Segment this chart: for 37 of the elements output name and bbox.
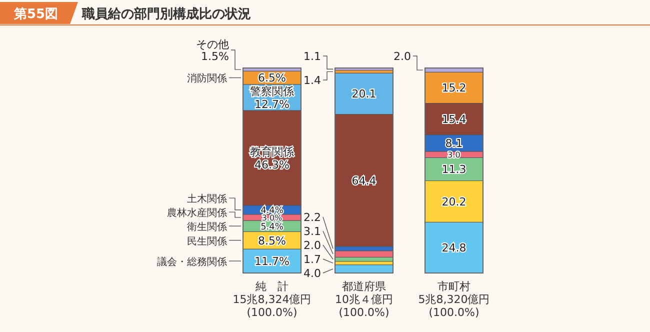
data-label: 11.7% (254, 254, 290, 268)
data-label: 警察関係 12.7% (250, 84, 294, 111)
x-tick-label: 市町村 5兆8,320億円 (100.0%) (418, 280, 490, 319)
data-label: 15.2 (442, 82, 466, 95)
data-label: 20.2 (442, 195, 466, 208)
data-label: 2.2 (304, 211, 321, 224)
data-label: 64.4 (352, 174, 376, 188)
badge: 第55図 (0, 2, 78, 24)
bar (334, 250, 394, 258)
chart-title: 職員給の部門別構成比の状況 (81, 6, 251, 22)
data-label: 3.1 (304, 225, 321, 238)
data-label: 3.0% (262, 213, 283, 222)
legend-label: 農林水産関係 (167, 207, 227, 220)
legend-label: 議会・総務関係 (157, 256, 227, 268)
legend-label: 土木関係 (187, 193, 227, 206)
data-label: 24.8 (442, 242, 466, 255)
data-label: 15.4 (442, 113, 466, 126)
data-label: 4.0 (304, 267, 321, 280)
data-label: 20.1 (352, 88, 376, 101)
x-tick-label: 純 計 15兆8,324億円 (100.0%) (232, 280, 312, 319)
data-label: その他 1.5% (196, 38, 229, 63)
legend-label: 消防関係 (187, 72, 227, 85)
x-tick-label: 都道府県 10兆４億円 (100.0%) (335, 280, 393, 319)
data-label: 1.1 (304, 50, 321, 63)
data-label: 8.5% (258, 234, 286, 248)
data-label: 1.7 (304, 253, 321, 266)
data-label: 5.4% (260, 222, 284, 232)
data-label: 3.0 (448, 150, 460, 160)
data-label: 2.0 (394, 50, 411, 63)
data-label: 1.4 (304, 74, 321, 87)
data-label: 6.5% (258, 72, 286, 85)
data-label: 8.1 (445, 137, 463, 150)
data-label: 2.0 (304, 239, 321, 252)
data-label: 教育関係 46.3% (250, 145, 294, 172)
legend-label: 衛生関係 (187, 221, 227, 234)
data-label: 11.3 (442, 163, 466, 176)
legend-label: 民生関係 (187, 235, 227, 248)
